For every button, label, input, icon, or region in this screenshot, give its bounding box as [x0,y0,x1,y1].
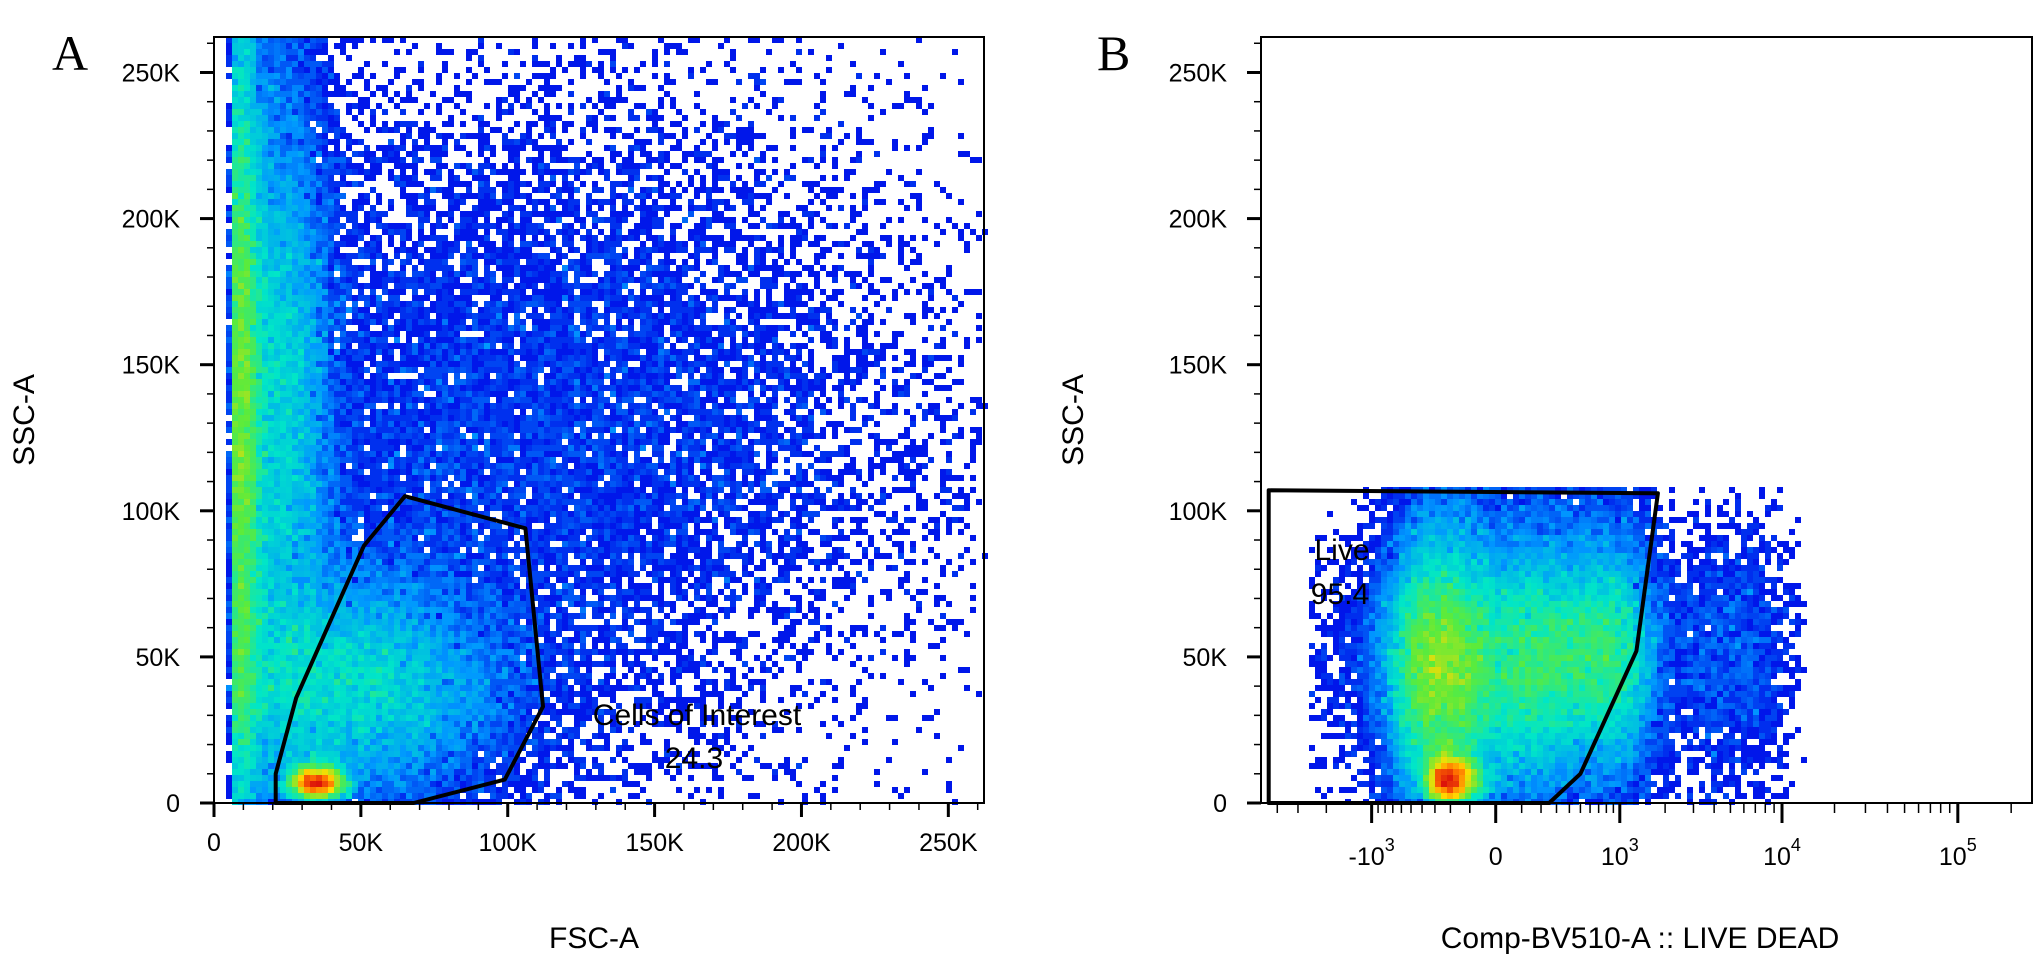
panel-a-gate-name: Cells of Interest [593,699,802,732]
y-tick-label: 100K [122,498,181,526]
panel-b-gate-name: Live [1314,534,1369,567]
x-tick-label: 250K [919,829,978,857]
panel-b-x-axis-title: Comp-BV510-A :: LIVE DEAD [1441,922,1840,955]
y-tick-label: 150K [1169,352,1228,380]
panel-b-label: B [1097,25,1130,81]
y-tick-label: 200K [1169,206,1228,234]
panel-b-density-events [1309,487,1807,805]
y-tick-label: 50K [1183,644,1228,672]
panel-b-gate-percent: 95.4 [1311,578,1369,611]
x-tick-label: 200K [772,829,831,857]
x-tick-label: 105 [1939,835,1977,871]
x-tick-label: 0 [207,829,221,857]
panel-b-y-axis: 0 50K 100K 150K 200K 250K [1169,42,1261,818]
panel-b-y-axis-title: SSC-A [1057,374,1090,466]
panel-b-plot-frame [1260,36,2033,804]
panel-a-x-axis-title: FSC-A [549,922,639,955]
panel-a-density-events [226,37,988,805]
panel-a-gate-percent: 24.3 [665,742,723,775]
x-tick-label: 100K [479,829,538,857]
y-tick-label: 50K [136,644,181,672]
x-tick-label: 50K [339,829,384,857]
panel-b-gate-live[interactable] [1266,488,1660,805]
panel-a-x-axis: 0 50K 100K 150K 200K 250K [207,803,979,857]
x-tick-label: -103 [1349,835,1395,871]
y-tick-label: 0 [1213,790,1227,818]
y-tick-label: 250K [122,59,181,87]
panel-a-label: A [52,25,88,81]
y-tick-label: 150K [122,352,181,380]
panel-a-plot-frame [213,36,985,804]
panel-b-livedead-ssc-plot: B 0 50K 100K 150K 200K 250K -103 0 103 104 105 Li… [1057,25,2033,955]
x-tick-label: 103 [1601,835,1639,871]
y-tick-label: 0 [166,790,180,818]
y-tick-label: 100K [1169,498,1228,526]
panel-a-y-axis: 0 50K 100K 150K 200K 250K [122,42,214,818]
panel-b-x-axis: -103 0 103 104 105 [1276,803,2012,871]
x-tick-label: 104 [1763,835,1801,871]
y-tick-label: 250K [1169,59,1228,87]
panel-a-fsc-ssc-plot: A 0 50K 100K 150K 200K 250K 0 50K 100K 150K 200K 2… [8,25,988,955]
y-tick-label: 200K [122,206,181,234]
panel-a-gate-cells-of-interest[interactable] [273,494,545,805]
x-tick-label: 150K [625,829,684,857]
x-tick-label: 0 [1489,843,1503,871]
panel-a-y-axis-title: SSC-A [8,374,41,466]
